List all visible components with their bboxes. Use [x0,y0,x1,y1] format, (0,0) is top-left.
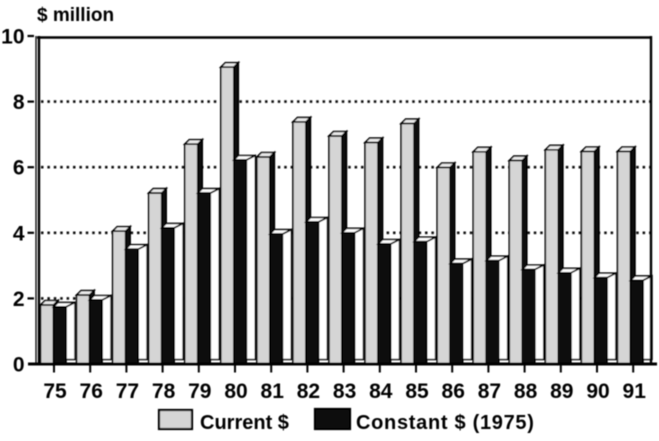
svg-text:84: 84 [369,380,393,403]
svg-text:0: 0 [13,354,25,377]
svg-text:$ million: $ million [37,5,114,26]
svg-text:6: 6 [13,157,25,180]
svg-text:8: 8 [13,91,25,114]
svg-text:4: 4 [13,222,25,245]
svg-text:78: 78 [152,380,176,403]
svg-text:10: 10 [1,26,24,49]
svg-text:Current $: Current $ [200,412,289,434]
svg-text:81: 81 [261,380,285,403]
svg-text:76: 76 [80,380,103,403]
svg-text:82: 82 [297,380,320,403]
svg-text:83: 83 [333,380,356,403]
svg-text:90: 90 [586,380,609,403]
svg-text:91: 91 [623,380,647,403]
svg-text:80: 80 [224,380,247,403]
svg-text:Constant $ (1975): Constant $ (1975) [356,412,535,434]
svg-text:86: 86 [442,380,465,403]
svg-text:77: 77 [116,380,139,403]
svg-text:79: 79 [188,380,211,403]
svg-text:85: 85 [405,380,429,403]
svg-text:88: 88 [514,380,538,403]
svg-text:75: 75 [43,380,67,403]
svg-text:89: 89 [550,380,573,403]
svg-text:2: 2 [13,288,25,311]
svg-text:87: 87 [478,380,501,403]
